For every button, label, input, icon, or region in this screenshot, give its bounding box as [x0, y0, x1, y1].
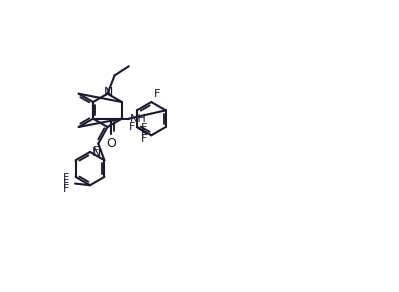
Text: F: F: [141, 129, 147, 139]
Text: O: O: [107, 137, 117, 150]
Text: F: F: [128, 122, 135, 132]
Text: NH: NH: [130, 114, 147, 124]
Text: F: F: [141, 134, 147, 144]
Text: F: F: [63, 173, 69, 183]
Text: N: N: [92, 146, 101, 159]
Text: F: F: [154, 89, 160, 99]
Text: F: F: [93, 146, 100, 156]
Text: F: F: [63, 184, 69, 194]
Text: F: F: [63, 179, 69, 189]
Text: F: F: [141, 123, 147, 133]
Text: N: N: [104, 86, 113, 99]
